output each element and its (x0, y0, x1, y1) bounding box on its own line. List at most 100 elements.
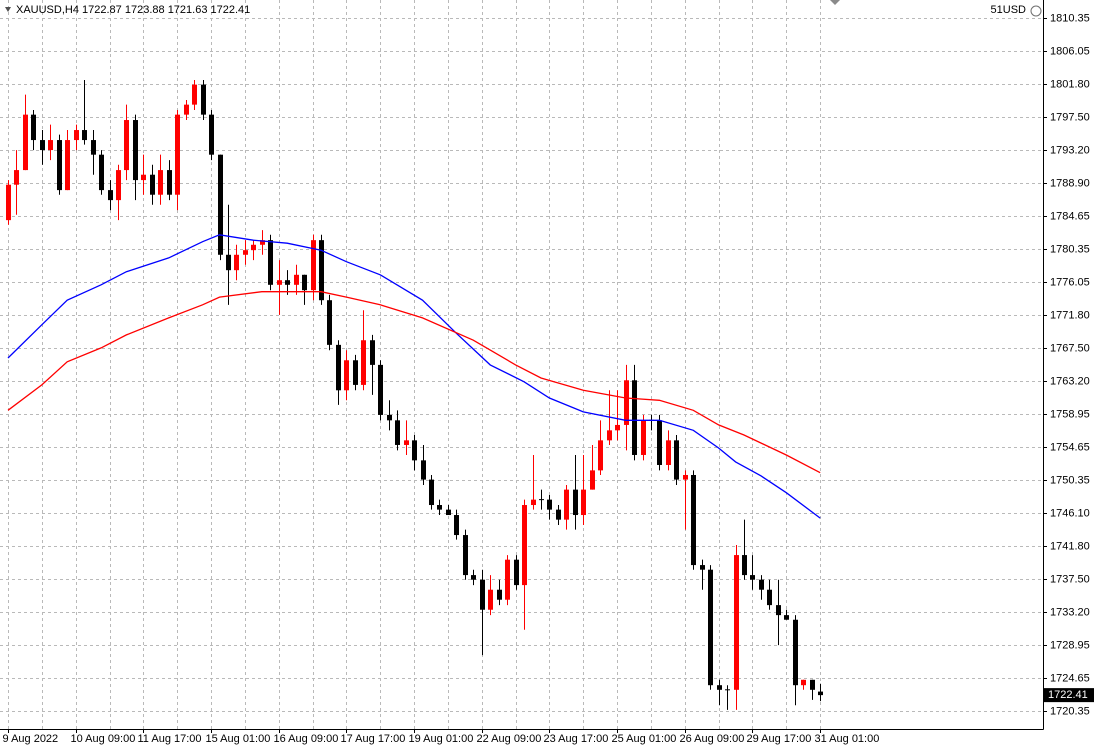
candle-body (437, 505, 442, 510)
header-text: XAUUSD,H4 1722.87 1723.88 1721.63 1722.4… (16, 4, 250, 16)
candle-body (641, 420, 646, 455)
candle-body (454, 515, 459, 536)
candle-body (192, 84, 197, 105)
candle-body (759, 579, 764, 590)
x-tick-label: 9 Aug 2022 (3, 733, 59, 745)
account-label: 51USD (991, 4, 1027, 16)
x-tick-label: 29 Aug 17:00 (747, 733, 812, 745)
y-tick-label: 1737.50 (1050, 573, 1090, 585)
y-tick-label: 1801.80 (1050, 78, 1090, 90)
y-tick-label: 1750.35 (1050, 474, 1090, 486)
candle-body (302, 274, 307, 291)
candle-body (801, 679, 806, 686)
candle-body (285, 280, 290, 285)
candle-body (412, 440, 417, 461)
candle-body (700, 565, 705, 570)
candle-body (767, 589, 772, 606)
candle-body (784, 615, 789, 620)
candle-body (573, 489, 578, 516)
y-tick-label: 1724.65 (1050, 672, 1090, 684)
candle-body (624, 380, 629, 425)
candle-body (717, 685, 722, 690)
x-tick-label: 26 Aug 09:00 (680, 733, 745, 745)
candle-body (353, 360, 358, 385)
y-tick-label: 1767.50 (1050, 342, 1090, 354)
candle-body (260, 240, 265, 245)
y-tick-label: 1793.20 (1050, 144, 1090, 156)
candle-body (514, 559, 519, 586)
candle-body (657, 420, 662, 465)
candle-body (14, 170, 19, 185)
shift-marker[interactable] (830, 0, 840, 5)
x-tick-label: 11 Aug 17:00 (138, 733, 202, 745)
y-tick-label: 1776.05 (1050, 276, 1090, 288)
x-tick-label: 22 Aug 09:00 (477, 733, 542, 745)
candle-body (209, 114, 214, 155)
y-tick-label: 1763.20 (1050, 375, 1090, 387)
y-tick-label: 1788.90 (1050, 177, 1090, 189)
candle-body (277, 280, 282, 285)
candle-body (404, 440, 409, 445)
candle-body (336, 344, 341, 391)
y-tick-label: 1728.95 (1050, 639, 1090, 651)
candle-body (218, 154, 223, 255)
y-tick-label: 1806.05 (1050, 45, 1090, 57)
candle-body (734, 555, 739, 690)
candle-body (708, 569, 713, 686)
candle-body (615, 424, 620, 431)
candle-body (581, 489, 586, 516)
y-tick-label: 1771.80 (1050, 309, 1090, 321)
candle-body (116, 170, 121, 201)
settings-icon[interactable] (1030, 5, 1042, 17)
candle-body (471, 575, 476, 580)
header-low: 1721.63 (168, 4, 208, 16)
candle-body (6, 184, 11, 221)
candle-body (463, 535, 468, 576)
candle-body (319, 240, 324, 301)
candle-body (344, 360, 349, 391)
candle-body (598, 440, 603, 471)
candle-body (370, 340, 375, 365)
candle-body (40, 140, 45, 151)
axes: 1810.35 1806.05 1801.80 1797.50 1793.20 1788.… (3, 12, 1094, 745)
candle-body (175, 114, 180, 195)
y-tick-label: 1758.95 (1050, 408, 1090, 420)
y-tick-label: 1733.20 (1050, 606, 1090, 618)
candle-body (547, 499, 552, 510)
candle-body (522, 505, 527, 586)
candle-body (480, 579, 485, 610)
candle-body (632, 380, 637, 455)
x-tick-label: 15 Aug 01:00 (206, 733, 271, 745)
candle-body (99, 154, 104, 191)
candle-body (750, 575, 755, 580)
candle-body (810, 679, 815, 690)
header-high: 1723.88 (125, 4, 165, 16)
candle-body (243, 250, 248, 255)
y-tick-label: 1741.80 (1050, 540, 1090, 552)
candle-body (234, 254, 239, 271)
moving-average (7, 291, 821, 474)
grid (0, 0, 1043, 729)
header-close: 1722.41 (211, 4, 251, 16)
candle-body (158, 170, 163, 195)
candle-body (742, 555, 747, 576)
symbol: XAUUSD,H4 (16, 4, 79, 16)
candle-body (251, 244, 256, 251)
candle-body (488, 589, 493, 610)
candle-body (294, 274, 299, 285)
candle-body (201, 84, 206, 115)
candle-body (793, 619, 798, 686)
candle-body (133, 120, 138, 181)
candle-body (378, 364, 383, 415)
candle-body (691, 474, 696, 566)
candle-body (91, 140, 96, 155)
candle-body (65, 140, 70, 191)
x-tick-label: 16 Aug 09:00 (274, 733, 339, 745)
candle-body (429, 479, 434, 506)
candle-body (531, 499, 536, 506)
candle-body (23, 114, 28, 171)
candle-body (387, 414, 392, 421)
header-icon[interactable] (5, 7, 11, 12)
last-price-label: 1722.41 (1048, 689, 1088, 701)
